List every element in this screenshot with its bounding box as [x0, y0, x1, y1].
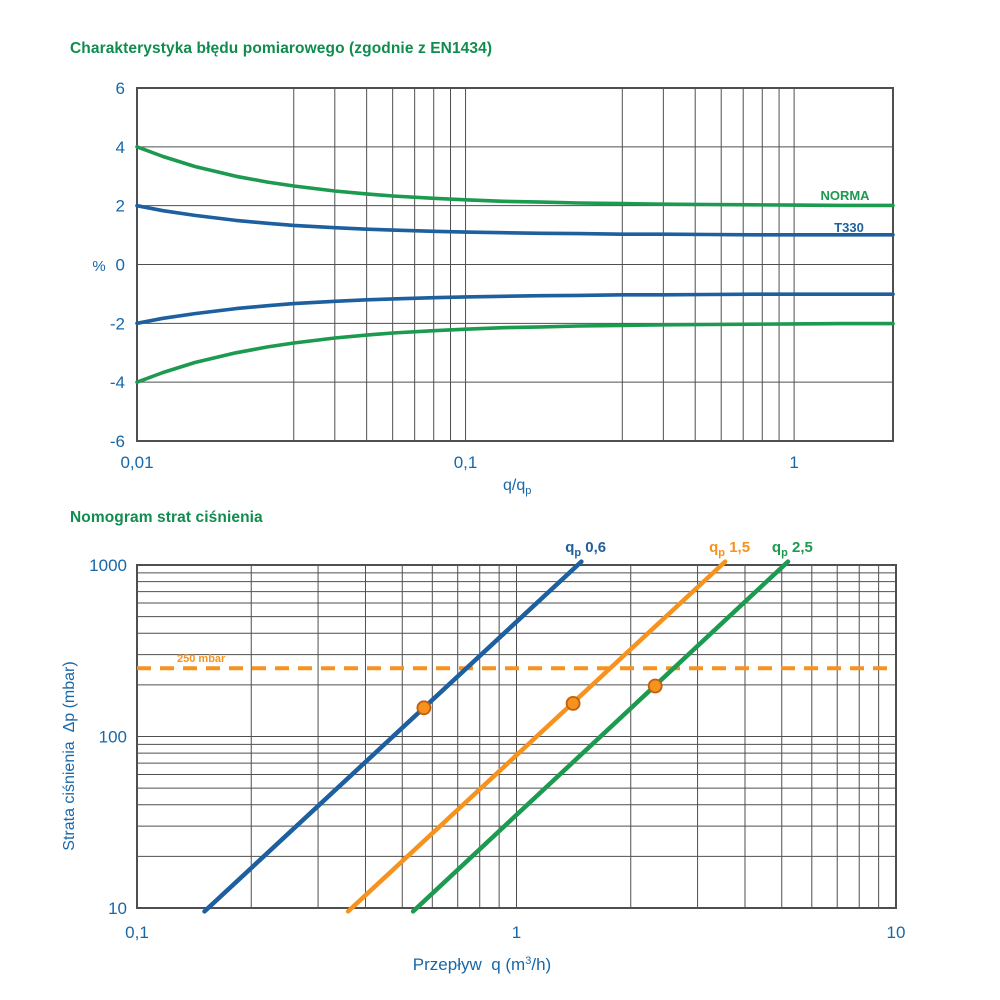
error-chart-title: Charakterystyka błędu pomiarowego (zgodn…: [70, 40, 493, 57]
x-axis-title: q/qp: [503, 477, 531, 497]
pressure-loss-chart: 250 mbar qp 0,6 qp 1,5 qp 2,5 0,1 1 10 1000 100 1…: [61, 539, 905, 974]
x-tick-label: 0,1: [454, 453, 478, 472]
curve-t330: [135, 203, 895, 237]
y-tick-label: 2: [116, 197, 125, 216]
x-axis-title: Przepływ q (m3/h): [413, 955, 551, 974]
nomogram-chart-title: Nomogram strat ciśnienia: [70, 509, 263, 526]
legend-label-qp-2-5: qp 2,5: [772, 539, 813, 559]
line-qp-2-5: [410, 559, 791, 914]
y-tick-label: 0: [116, 256, 125, 275]
nomogram-grid: [137, 565, 896, 908]
operating-point-marker: [416, 700, 432, 716]
legend-label-qp-0-6: qp 0,6: [565, 539, 606, 559]
x-tick-label: 1: [789, 453, 798, 472]
line-qp-0-6: [202, 559, 584, 914]
curve-norma: [135, 145, 895, 208]
error-chart-grid: [137, 88, 893, 441]
legend-label-qp-1-5: qp 1,5: [709, 539, 750, 559]
x-tick-label: 10: [887, 923, 906, 942]
y-axis-title: Strata ciśnienia Δp (mbar): [61, 661, 78, 850]
error-chart-border: [136, 87, 894, 442]
reference-line-label: 250 mbar: [177, 653, 226, 665]
y-tick-label: -4: [110, 373, 125, 392]
y-tick-label: 100: [99, 728, 127, 747]
y-tick-label: 6: [116, 79, 125, 98]
series-label-norma: NORMA: [820, 188, 870, 203]
x-tick-label: 1: [512, 923, 521, 942]
operating-point-marker: [565, 696, 581, 711]
curve-t330-dolna: [135, 292, 895, 326]
series-label-t330: T330: [834, 220, 864, 235]
y-tick-label: -2: [110, 314, 125, 333]
nomogram-border: [136, 564, 897, 909]
operating-point-marker: [647, 678, 663, 694]
y-tick-label: 10: [108, 899, 127, 918]
y-tick-label: 1000: [89, 556, 127, 575]
y-tick-label: 4: [116, 138, 125, 157]
y-axis-title: %: [92, 258, 105, 275]
y-tick-label: -6: [110, 432, 125, 451]
x-tick-label: 0,01: [120, 453, 153, 472]
error-chart: NORMA T330 0,01 0,1 1 6 4 2 0 -2 -4 -6% q/qp: [92, 79, 895, 497]
x-tick-label: 0,1: [125, 923, 149, 942]
curve-norma-dolna: [135, 321, 895, 385]
line-qp-1-5: [345, 559, 728, 914]
